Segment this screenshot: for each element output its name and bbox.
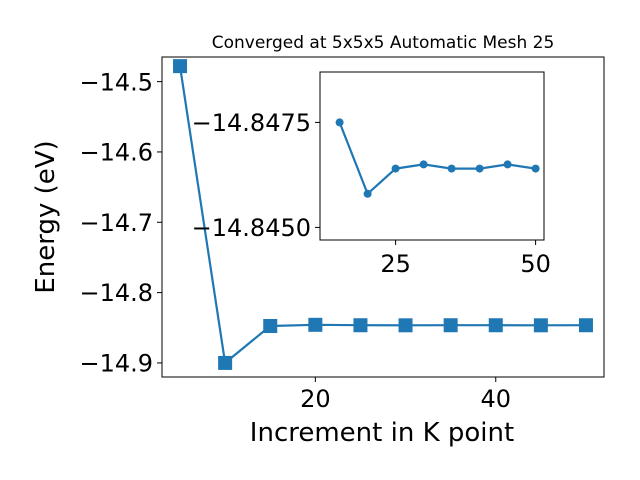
main-x-ticks: 20 40 [300, 377, 511, 413]
inset-data-point [531, 164, 540, 173]
inset-series-line [338, 121, 536, 196]
main-data-point [263, 319, 278, 334]
inset-series-markers [335, 118, 540, 198]
inset-plot: −14.8475 −14.8450 25 50 [192, 71, 551, 278]
main-x-tick-label: 40 [480, 385, 511, 413]
inset-x-tick-label: 50 [520, 250, 551, 278]
inset-data-point [503, 160, 512, 169]
inset-data-point [363, 189, 372, 198]
inset-data-point [447, 164, 456, 173]
main-series-line [178, 65, 587, 365]
main-data-point [218, 355, 233, 370]
main-plot: −14.5−14.6−14.7−14.8−14.9 20 40 [79, 56, 605, 413]
inset-background [320, 72, 544, 240]
inset-plot-frame [319, 71, 545, 241]
y-axis-title: Energy (eV) [31, 140, 61, 293]
main-data-point [443, 318, 458, 333]
main-data-point [308, 317, 323, 332]
inset-data-point [391, 164, 400, 173]
inset-y-tick-label: −14.8475 [192, 109, 311, 137]
main-x-tick-label: 20 [300, 385, 331, 413]
main-data-point [488, 318, 503, 333]
inset-x-ticks: 25 50 [380, 240, 551, 278]
main-y-tick-label: −14.5 [79, 68, 153, 96]
x-axis-title: Increment in K point [250, 418, 514, 448]
inset-data-point [475, 164, 484, 173]
chart-title: Converged at 5x5x5 Automatic Mesh 25 [212, 33, 555, 53]
inset-y-tick-label: −14.8450 [192, 214, 311, 242]
main-data-point [578, 318, 593, 333]
inset-data-point [419, 160, 428, 169]
main-y-tick-label: −14.7 [79, 209, 153, 237]
main-plot-frame [161, 56, 605, 378]
main-data-point [533, 318, 548, 333]
main-y-ticks: −14.5 −14.6 −14.7 −14.8 −14.9 [79, 68, 162, 378]
inset-x-tick-label: 25 [380, 250, 411, 278]
main-data-point [398, 318, 413, 333]
main-data-point [353, 318, 368, 333]
main-y-tick-label: −14.9 [79, 350, 153, 378]
inset-y-ticks: −14.8475 −14.8450 [192, 109, 320, 242]
inset-data-point [335, 118, 344, 127]
main-y-tick-label: −14.6 [79, 139, 153, 167]
main-y-tick-label: −14.8 [79, 279, 153, 307]
main-series-markers [173, 59, 593, 370]
main-data-point [173, 59, 188, 74]
